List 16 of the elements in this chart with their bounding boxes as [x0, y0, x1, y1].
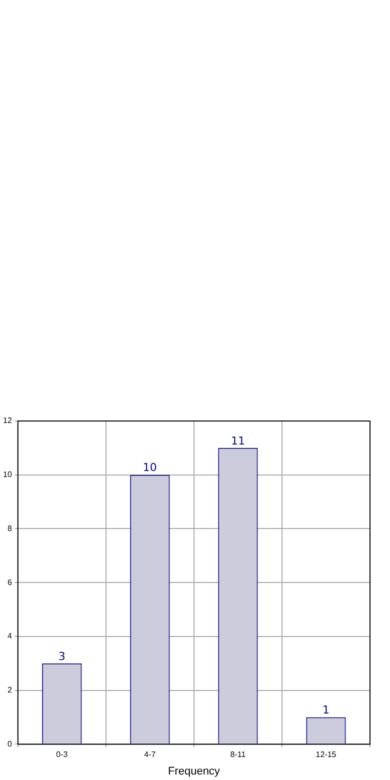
x-tick-label: 4-7 — [144, 750, 156, 760]
y-tick-label: 2 — [7, 686, 12, 695]
data-label: 1 — [322, 704, 330, 717]
x-tick-label: 0-3 — [56, 750, 68, 760]
y-tick-label: 12 — [2, 416, 12, 426]
x-tick-label: 12-15 — [316, 750, 337, 760]
y-tick-label: 6 — [7, 578, 12, 587]
data-label: 11 — [230, 434, 245, 448]
y-tick-label: 4 — [7, 632, 12, 641]
x-axis-title: Frequency — [168, 765, 220, 778]
y-tick-label: 10 — [2, 470, 12, 480]
y-tick-label: 8 — [7, 524, 12, 533]
x-tick-label: 8-11 — [230, 750, 246, 760]
data-label: 3 — [58, 650, 66, 663]
data-label: 10 — [142, 461, 157, 474]
y-tick-label: 0 — [7, 739, 12, 748]
